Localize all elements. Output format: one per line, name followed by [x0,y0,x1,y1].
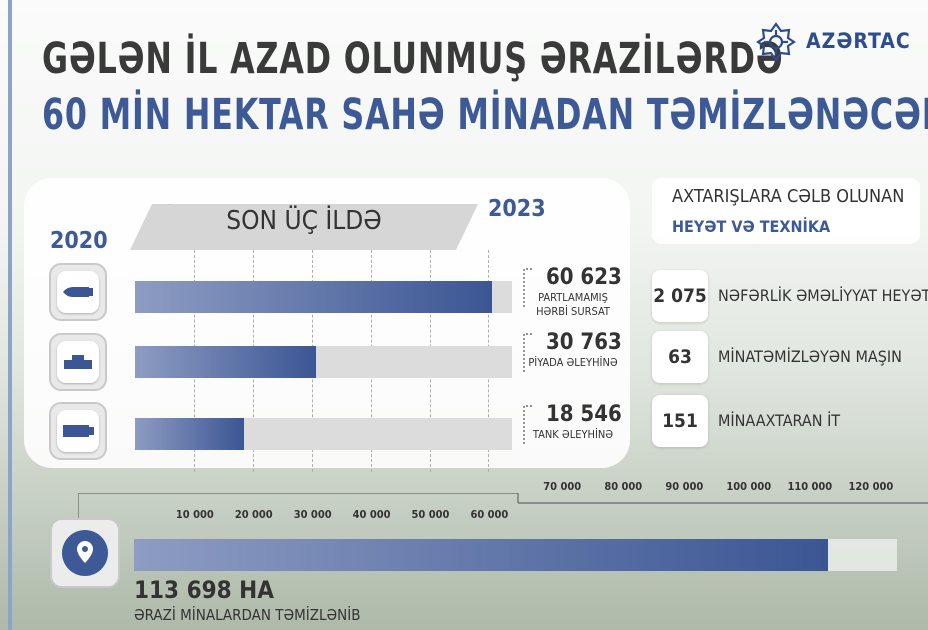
resources-header-card [652,178,920,244]
bottom-axis-line [78,493,928,527]
year-end: 2023 [488,196,546,222]
location-pin-icon [62,530,108,576]
stat-machines-value: 63 [652,331,708,383]
row-icon-box-2 [49,333,107,391]
row-icon-box-1 [49,263,107,321]
bar [134,539,828,571]
label-bracket [523,333,532,374]
data-label: 30 763 [546,330,622,355]
category-label: PİYADA ƏLEYHİNƏ [528,356,618,369]
resources-subheading: HEYƏT VƏ TEXNİKA [672,217,831,236]
page-title-line1: GƏLƏN İL AZAD OLUNMUŞ ƏRAZİLƏRDƏ [42,34,784,84]
category-label: PARTLAMAMIŞ HƏRBİ SURSAT [536,291,610,318]
category-label: TANK ƏLEYHİNƏ [532,428,614,441]
x-tick-label: 20 000 [234,508,273,521]
row-icon-box-3 [49,402,107,460]
x-tick-label: 40 000 [352,508,391,521]
brand-name: AZƏRTAC [806,29,911,53]
stat-dogs-value: 151 [652,395,708,447]
x-tick-label: 80 000 [604,480,643,493]
stat-personnel-label: NƏFƏRLİK ƏMƏLİYYAT HEYƏTİ [718,286,928,305]
data-label: 18 546 [546,402,622,427]
resources-heading: AXTARIŞLARA CƏLB OLUNAN [672,186,905,207]
stat-personnel-value: 2 075 [652,270,708,322]
x-tick-label: 50 000 [411,508,450,521]
x-tick-label: 110 000 [787,480,833,493]
x-tick-label: 30 000 [293,508,332,521]
period-banner [130,204,478,250]
label-bracket [523,268,532,309]
x-tick-label: 100 000 [726,480,772,493]
data-label: 60 623 [546,265,622,290]
anti-tank-mine-icon [63,425,94,437]
anti-personnel-mine-icon [64,355,92,369]
page-title-line2: 60 MİN HEKTAR SAHƏ MİNADAN TƏMİZLƏNƏCƏK [42,90,928,140]
x-tick-label: 10 000 [175,508,214,521]
x-tick-label: 70 000 [543,480,582,493]
total-area-caption: ƏRAZİ MİNALARDAN TƏMİZLƏNİB [134,606,361,624]
location-icon-box [50,518,120,588]
bar [135,418,245,450]
azertac-logo-icon [756,22,796,62]
label-bracket [523,405,532,446]
stat-dogs-label: MİNAAXTARAN İT [718,411,841,430]
left-accent-line [8,0,12,630]
year-start: 2020 [50,228,108,254]
x-tick-label: 60 000 [470,508,509,521]
total-area-value: 113 698 HA [134,576,274,604]
bar [135,346,317,378]
stat-machines-label: MİNATƏMİZLƏYƏN MAŞIN [718,347,902,366]
bar [135,281,493,313]
x-tick-label: 120 000 [848,480,894,493]
x-tick-label: 90 000 [665,480,704,493]
period-label: SON ÜÇ İLDƏ [226,206,382,236]
shell-icon [63,287,93,297]
